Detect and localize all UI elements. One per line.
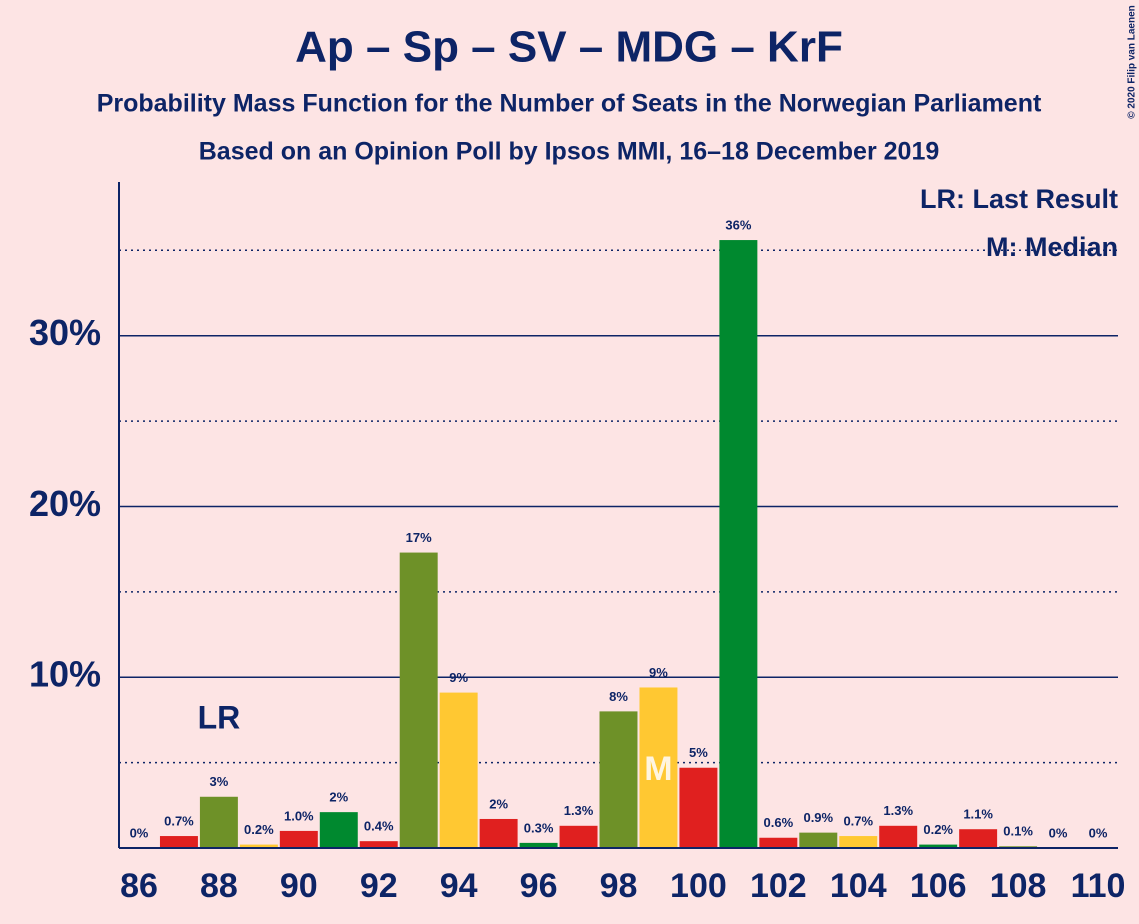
x-tick-label: 96 [520,867,558,905]
annotation: LR [198,699,241,735]
value-label: 5% [689,745,708,760]
value-label: 0.9% [803,810,833,825]
value-label: 0% [1049,825,1068,840]
value-label: 1.0% [284,808,314,823]
x-tick-label: 86 [120,867,158,905]
bar [159,836,198,848]
value-label: 9% [449,670,468,685]
chart-subtitle: Probability Mass Function for the Number… [97,90,1042,118]
bar [959,829,998,848]
bar [399,552,438,848]
x-tick-label: 102 [750,867,807,905]
x-tick-label: 92 [360,867,398,905]
bar [919,844,958,848]
x-tick-label: 98 [600,867,638,905]
value-label: 2% [489,796,508,811]
bar [879,825,918,848]
bar [199,796,238,848]
value-label: 0% [130,825,149,840]
bar [839,836,878,848]
copyright: © 2020 Filip van Laenen [1127,5,1138,119]
annotation: M [644,750,672,788]
value-label: 1.3% [564,803,594,818]
y-tick-label: 10% [29,654,101,695]
y-tick-label: 30% [29,312,101,353]
x-tick-label: 104 [830,867,887,905]
bar [319,812,358,848]
x-tick-label: 110 [1071,867,1126,905]
value-label: 1.1% [963,807,993,822]
bar [759,837,798,848]
value-label: 0.3% [524,820,554,835]
value-label: 0.4% [364,819,394,834]
value-label: 0.1% [1003,824,1033,839]
value-label: 0.7% [164,813,194,828]
value-label: 36% [725,217,751,232]
bar [439,692,478,848]
bar [239,844,278,848]
bar [559,825,598,848]
bar [679,767,718,848]
value-label: 0.2% [923,822,953,837]
x-tick-label: 94 [440,867,478,905]
bar [359,841,398,848]
value-label: 0.2% [244,822,274,837]
value-label: 9% [649,665,668,680]
value-label: 17% [406,530,432,545]
bar [279,830,318,848]
bar [479,818,518,848]
x-tick-label: 88 [200,867,238,905]
legend-entry: M: Median [986,232,1118,262]
x-tick-label: 100 [670,867,727,905]
value-label: 3% [210,774,229,789]
bar [599,711,638,848]
value-label: 2% [329,790,348,805]
value-label: 0.6% [764,815,794,830]
value-label: 0.7% [843,813,873,828]
chart-title: Ap – Sp – SV – MDG – KrF [295,23,843,72]
y-tick-label: 20% [29,483,101,524]
legend-entry: LR: Last Result [920,184,1118,214]
x-tick-label: 106 [910,867,967,905]
chart-subtitle: Based on an Opinion Poll by Ipsos MMI, 1… [199,138,940,166]
value-label: 8% [609,689,628,704]
x-tick-label: 108 [990,867,1047,905]
bar [719,240,758,849]
value-label: 1.3% [883,803,913,818]
bar [639,687,678,848]
bar [799,832,838,848]
x-tick-label: 90 [280,867,318,905]
value-label: 0% [1089,825,1108,840]
bar [519,842,558,848]
